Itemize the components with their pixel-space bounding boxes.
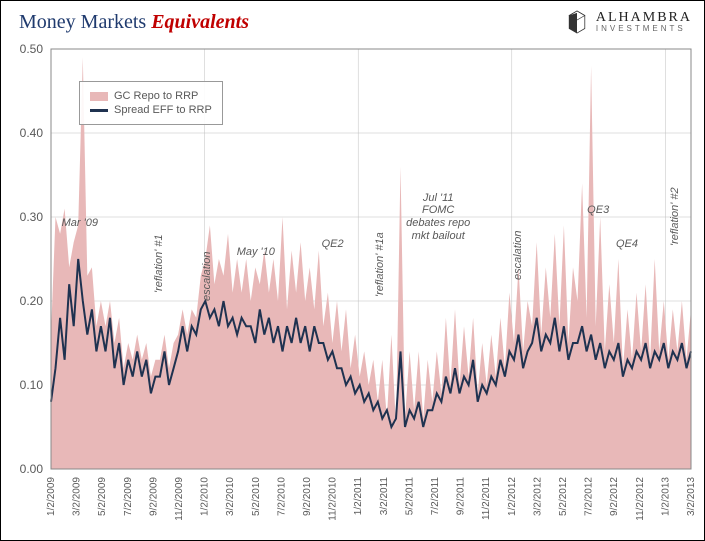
svg-text:5/2/2011: 5/2/2011 bbox=[404, 477, 415, 516]
svg-text:3/2/2012: 3/2/2012 bbox=[532, 477, 543, 516]
svg-text:7/2/2010: 7/2/2010 bbox=[276, 477, 287, 516]
svg-text:0.20: 0.20 bbox=[20, 294, 44, 308]
svg-text:9/2/2009: 9/2/2009 bbox=[148, 477, 159, 516]
svg-text:7/2/2009: 7/2/2009 bbox=[123, 477, 134, 516]
svg-text:9/2/2012: 9/2/2012 bbox=[609, 477, 620, 516]
svg-text:3/2/2013: 3/2/2013 bbox=[686, 477, 697, 516]
svg-text:9/2/2010: 9/2/2010 bbox=[302, 477, 313, 516]
title-part-a: Money Markets bbox=[19, 11, 146, 33]
area-swatch-icon bbox=[90, 92, 108, 101]
svg-text:11/2/2010: 11/2/2010 bbox=[328, 477, 339, 521]
title-part-b: Equivalents bbox=[151, 11, 249, 33]
svg-text:9/2/2011: 9/2/2011 bbox=[456, 477, 467, 516]
svg-text:3/2/2010: 3/2/2010 bbox=[225, 477, 236, 516]
legend: GC Repo to RRP Spread EFF to RRP bbox=[79, 81, 223, 125]
legend-item: Spread EFF to RRP bbox=[90, 104, 212, 116]
svg-text:0.40: 0.40 bbox=[20, 126, 44, 140]
svg-text:1/2/2011: 1/2/2011 bbox=[353, 477, 364, 516]
logo: ALHAMBRA INVESTMENTS bbox=[564, 9, 692, 35]
svg-text:1/2/2012: 1/2/2012 bbox=[507, 477, 518, 516]
legend-item: GC Repo to RRP bbox=[90, 90, 212, 102]
chart-title: Money Markets Equivalents bbox=[19, 11, 249, 34]
svg-text:3/2/2009: 3/2/2009 bbox=[72, 477, 83, 516]
legend-label: Spread EFF to RRP bbox=[114, 104, 212, 116]
svg-text:5/2/2009: 5/2/2009 bbox=[97, 477, 108, 516]
svg-text:1/2/2009: 1/2/2009 bbox=[46, 477, 57, 516]
svg-text:3/2/2011: 3/2/2011 bbox=[379, 477, 390, 516]
svg-text:0.50: 0.50 bbox=[20, 42, 44, 56]
logo-sub: INVESTMENTS bbox=[596, 25, 692, 33]
line-swatch-icon bbox=[90, 109, 108, 112]
svg-text:7/2/2011: 7/2/2011 bbox=[430, 477, 441, 516]
svg-text:7/2/2012: 7/2/2012 bbox=[584, 477, 595, 516]
svg-text:11/2/2009: 11/2/2009 bbox=[174, 477, 185, 521]
chart-container: Money Markets Equivalents ALHAMBRA INVES… bbox=[0, 0, 705, 541]
svg-text:1/2/2013: 1/2/2013 bbox=[660, 477, 671, 516]
svg-text:11/2/2012: 11/2/2012 bbox=[635, 477, 646, 521]
svg-text:11/2/2011: 11/2/2011 bbox=[481, 477, 492, 520]
svg-text:5/2/2012: 5/2/2012 bbox=[558, 477, 569, 516]
svg-text:0.30: 0.30 bbox=[20, 210, 44, 224]
svg-text:1/2/2010: 1/2/2010 bbox=[200, 477, 211, 516]
svg-text:0.00: 0.00 bbox=[20, 462, 44, 476]
logo-text: ALHAMBRA INVESTMENTS bbox=[596, 11, 692, 33]
svg-text:0.10: 0.10 bbox=[20, 378, 44, 392]
logo-name: ALHAMBRA bbox=[596, 11, 692, 25]
logo-icon bbox=[564, 9, 590, 35]
header: Money Markets Equivalents ALHAMBRA INVES… bbox=[1, 1, 704, 35]
svg-text:5/2/2010: 5/2/2010 bbox=[251, 477, 262, 516]
legend-label: GC Repo to RRP bbox=[114, 90, 198, 102]
